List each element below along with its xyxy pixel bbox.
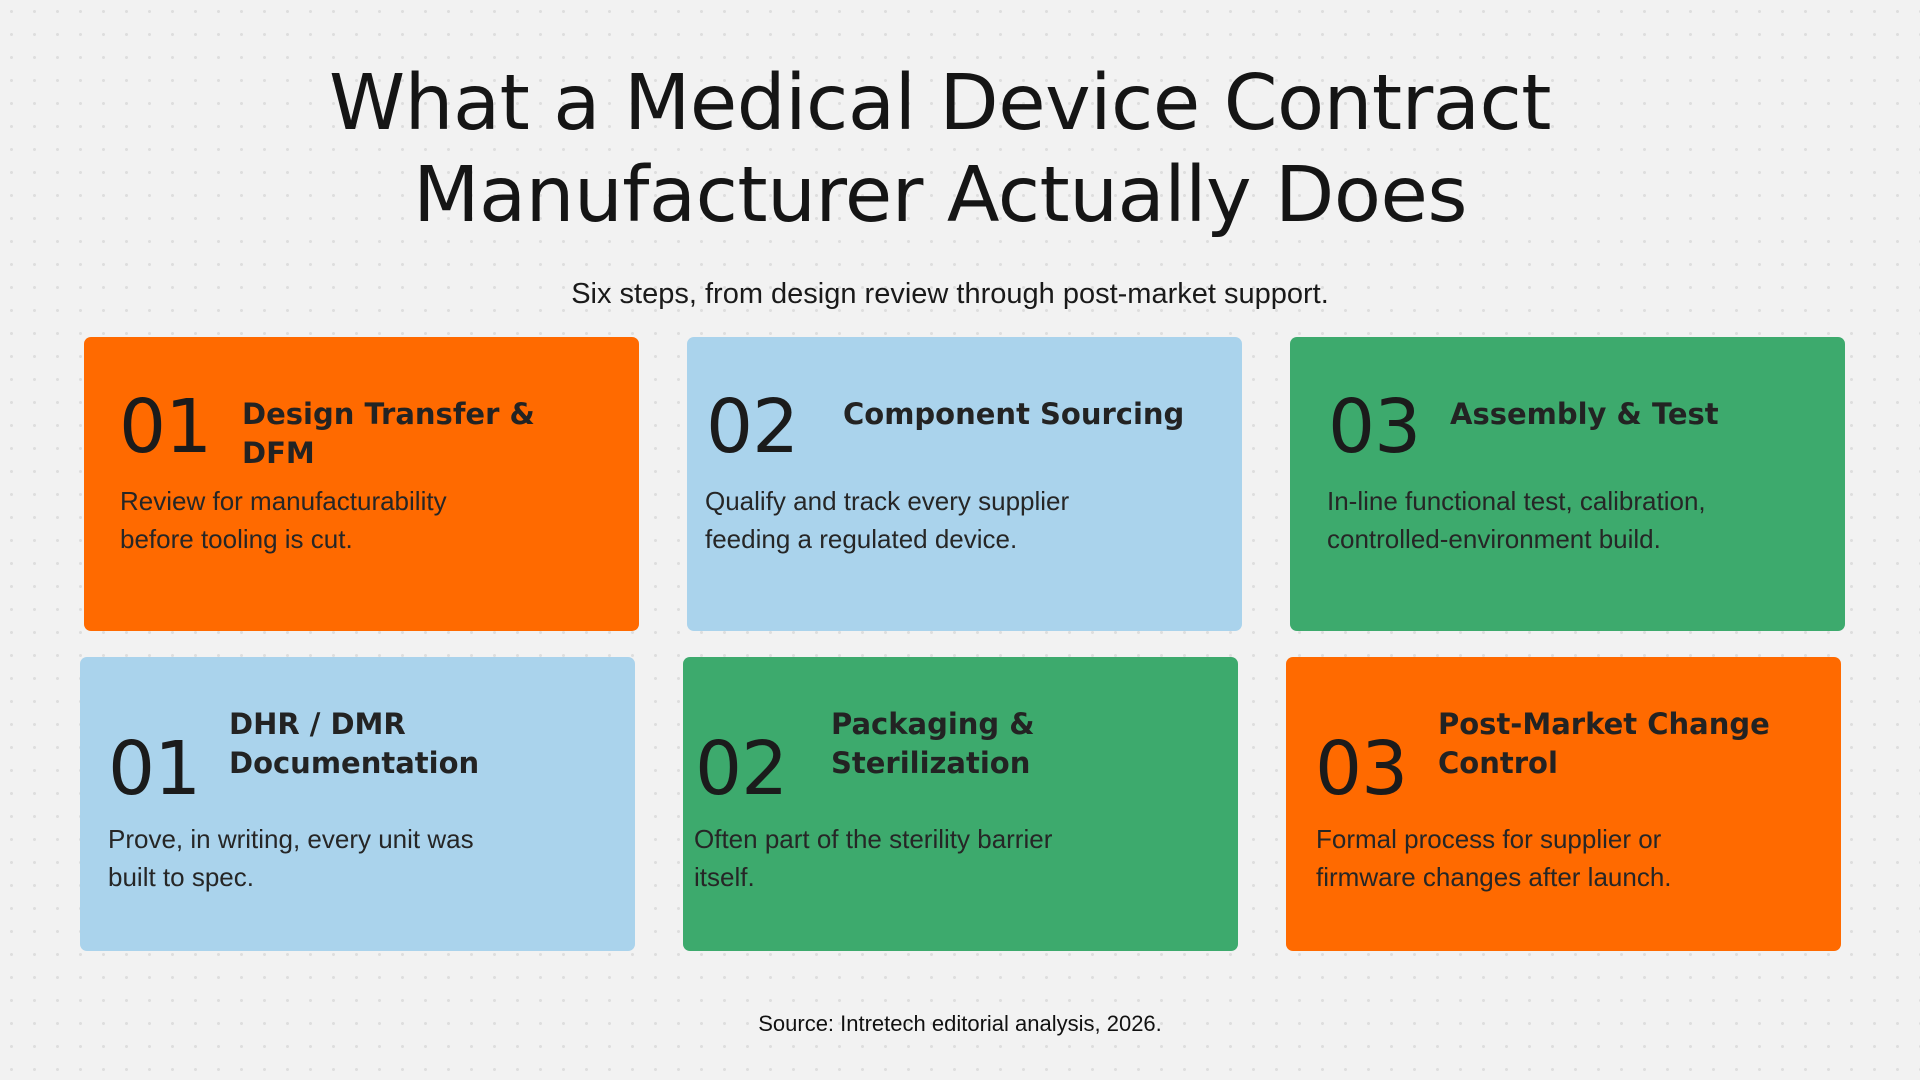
step-title: Component Sourcing	[843, 397, 1185, 431]
step-title: Design Transfer & DFM	[242, 397, 535, 470]
step-description: Review for manufacturability before tool…	[120, 486, 447, 554]
step-card-component-sourcing: 02 Component Sourcing Qualify and track …	[687, 337, 1242, 631]
step-number: 01	[108, 726, 201, 812]
step-number: 02	[706, 384, 799, 470]
step-description: Often part of the sterility barrier itse…	[694, 824, 1053, 892]
step-number: 01	[119, 384, 212, 470]
step-card-design-transfer: 01 Design Transfer & DFM Review for manu…	[84, 337, 639, 631]
page-title: What a Medical Device Contract Manufactu…	[329, 59, 1551, 240]
step-card-assembly-test: 03 Assembly & Test In-line functional te…	[1290, 337, 1845, 631]
step-number: 03	[1328, 384, 1421, 470]
step-description: Prove, in writing, every unit was built …	[108, 824, 474, 892]
step-title: Packaging & Sterilization	[831, 707, 1035, 780]
page-subtitle: Six steps, from design review through po…	[571, 278, 1329, 310]
step-number: 02	[695, 726, 788, 812]
step-card-packaging-sterilization: 02 Packaging & Sterilization Often part …	[683, 657, 1238, 951]
source-note: Source: Intretech editorial analysis, 20…	[758, 1011, 1162, 1036]
step-number: 03	[1315, 726, 1408, 812]
step-title: Assembly & Test	[1450, 397, 1719, 431]
step-card-post-market-change: 03 Post-Market Change Control Formal pro…	[1286, 657, 1841, 951]
step-title: Post-Market Change Control	[1438, 707, 1770, 780]
step-card-dhr-dmr: 01 DHR / DMR Documentation Prove, in wri…	[80, 657, 635, 951]
step-description: Qualify and track every supplier feeding…	[705, 486, 1070, 554]
step-description: Formal process for supplier or firmware …	[1316, 824, 1672, 892]
step-title: DHR / DMR Documentation	[229, 707, 480, 780]
step-description: In-line functional test, calibration, co…	[1327, 486, 1706, 554]
